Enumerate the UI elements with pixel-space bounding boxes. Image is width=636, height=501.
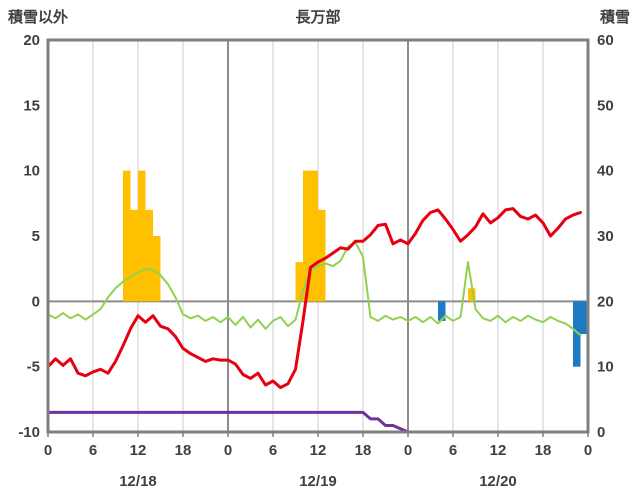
precipitation-orange-bars-bar: [130, 209, 138, 302]
precipitation-orange-bars-bar: [153, 236, 161, 302]
left-axis-title: 積雪以外: [8, 9, 69, 26]
precipitation-orange-bars-bar: [318, 209, 326, 302]
right-axis-tick-label: 10: [597, 359, 614, 376]
hour-tick-label: 0: [44, 442, 52, 459]
hour-tick-label: 18: [355, 442, 372, 459]
precipitation-orange-bars-bar: [303, 170, 311, 302]
hour-tick-label: 18: [175, 442, 192, 459]
snow-depth-purple-line: [46, 410, 582, 434]
left-axis-tick-label: 0: [32, 293, 40, 310]
blue-bars-bar: [573, 301, 581, 367]
right-axis-tick-label: 50: [597, 97, 614, 114]
precipitation-orange-bars-bar: [468, 288, 476, 302]
precipitation-orange-bars-bar: [295, 262, 303, 302]
date-label: 12/18: [119, 473, 157, 490]
hour-tick-label: 6: [89, 442, 97, 459]
right-axis-tick-label: 30: [597, 228, 614, 245]
hour-tick-label: 0: [584, 442, 592, 459]
temperature-red-line: [46, 207, 582, 390]
left-axis-tick-label: 20: [23, 32, 40, 49]
secondary-green-line: [47, 241, 582, 337]
blue-bars-bar: [580, 301, 588, 334]
hour-tick-label: 12: [490, 442, 507, 459]
date-label: 12/19: [299, 473, 337, 490]
right-axis-title: 積雪: [599, 9, 630, 26]
hour-tick-label: 6: [269, 442, 277, 459]
right-axis-tick-label: 20: [597, 293, 614, 310]
hour-tick-label: 0: [224, 442, 232, 459]
left-axis-tick-label: 10: [23, 163, 40, 180]
chart-title: 長万部: [295, 9, 341, 26]
precipitation-orange-bars-bar: [310, 170, 318, 302]
right-axis-tick-label: 60: [597, 32, 614, 49]
precipitation-orange-bars-bar: [145, 209, 153, 302]
left-axis-tick-label: -5: [27, 359, 40, 376]
hour-tick-label: 18: [535, 442, 552, 459]
date-label: 12/20: [479, 473, 517, 490]
precipitation-orange-bars-bar: [138, 170, 146, 302]
left-axis-tick-label: 15: [23, 97, 40, 114]
hour-tick-label: 12: [310, 442, 327, 459]
blue-bars-bar: [438, 301, 446, 321]
hour-tick-label: 12: [130, 442, 147, 459]
right-axis-tick-label: 0: [597, 424, 605, 441]
right-axis-tick-label: 40: [597, 163, 614, 180]
precipitation-orange-bars-bar: [123, 170, 131, 302]
hour-tick-label: 0: [404, 442, 412, 459]
hour-tick-label: 6: [449, 442, 457, 459]
left-axis-tick-label: -10: [18, 424, 40, 441]
left-axis-tick-label: 5: [32, 228, 40, 245]
